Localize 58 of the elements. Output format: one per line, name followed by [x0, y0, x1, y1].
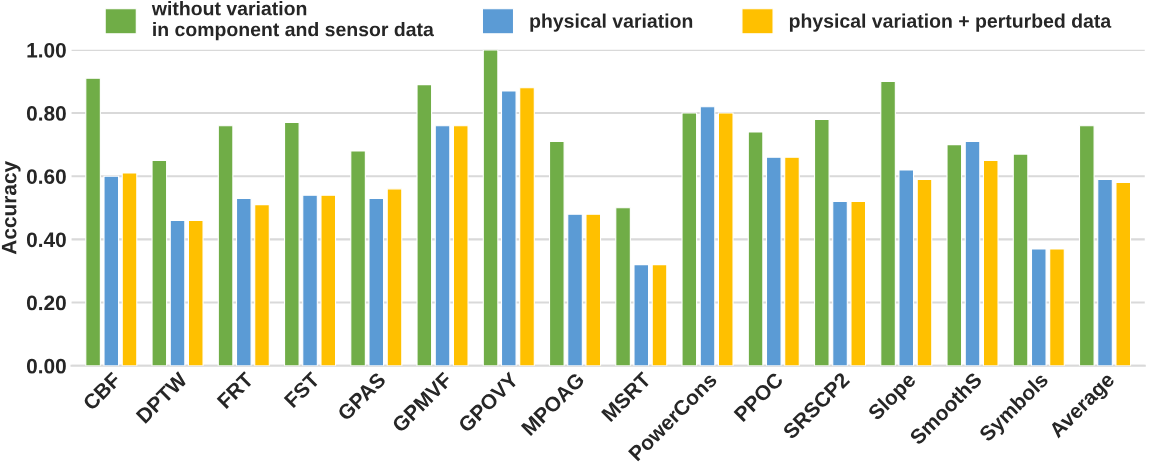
bar [832, 200, 848, 366]
bar [1078, 125, 1095, 366]
bar [880, 80, 896, 366]
bar [1097, 178, 1113, 366]
y-tick-label: 0.80 [26, 106, 66, 121]
bar [217, 125, 234, 366]
bar [813, 118, 830, 366]
y-tick-label: 0.20 [26, 295, 66, 311]
bar [717, 112, 734, 366]
bar [548, 140, 565, 366]
bar [169, 219, 186, 366]
bar [982, 159, 999, 366]
bar [633, 264, 650, 366]
bar [452, 125, 469, 366]
bar [320, 194, 337, 366]
bar [946, 144, 963, 366]
bar [416, 84, 433, 366]
bar [103, 175, 120, 366]
legend-label: physical variation [530, 13, 693, 32]
bar [747, 131, 764, 366]
bar [434, 125, 451, 366]
bar [1030, 248, 1047, 366]
bar [681, 112, 698, 366]
bar [964, 140, 981, 366]
y-tick-label: 0.40 [26, 232, 66, 248]
bar [302, 194, 318, 366]
bar [500, 90, 517, 366]
bar [283, 121, 300, 366]
y-tick-label: 1.00 [27, 42, 66, 58]
bar [916, 178, 933, 366]
bar [85, 77, 101, 366]
bar [1049, 248, 1065, 366]
bar [651, 264, 668, 366]
bar [784, 156, 800, 366]
bar [850, 200, 867, 366]
legend-label: without variation in component and sensor data [151, 1, 434, 41]
y-axis-title: Accuracy [1, 161, 21, 255]
bar [368, 197, 385, 366]
y-tick-label: 0.60 [26, 169, 66, 184]
y-tick-label: 0.00 [26, 358, 66, 374]
bar [898, 169, 915, 366]
bar [765, 156, 782, 366]
bar [235, 197, 252, 366]
bar [350, 150, 366, 366]
bar [121, 172, 138, 366]
bar [699, 106, 716, 366]
bar [567, 213, 583, 366]
bar [254, 204, 270, 366]
bar [482, 49, 499, 366]
bar [386, 188, 403, 366]
bar [1115, 181, 1132, 366]
legend-label: physical variation + perturbed data [789, 13, 1112, 32]
bar [1012, 153, 1029, 366]
bar [151, 159, 168, 366]
bar [519, 87, 535, 366]
bar [615, 207, 631, 366]
bar [187, 219, 204, 366]
bar [585, 213, 602, 366]
